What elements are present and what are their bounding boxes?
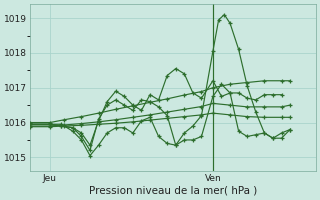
X-axis label: Pression niveau de la mer( hPa ): Pression niveau de la mer( hPa ) <box>89 186 257 196</box>
